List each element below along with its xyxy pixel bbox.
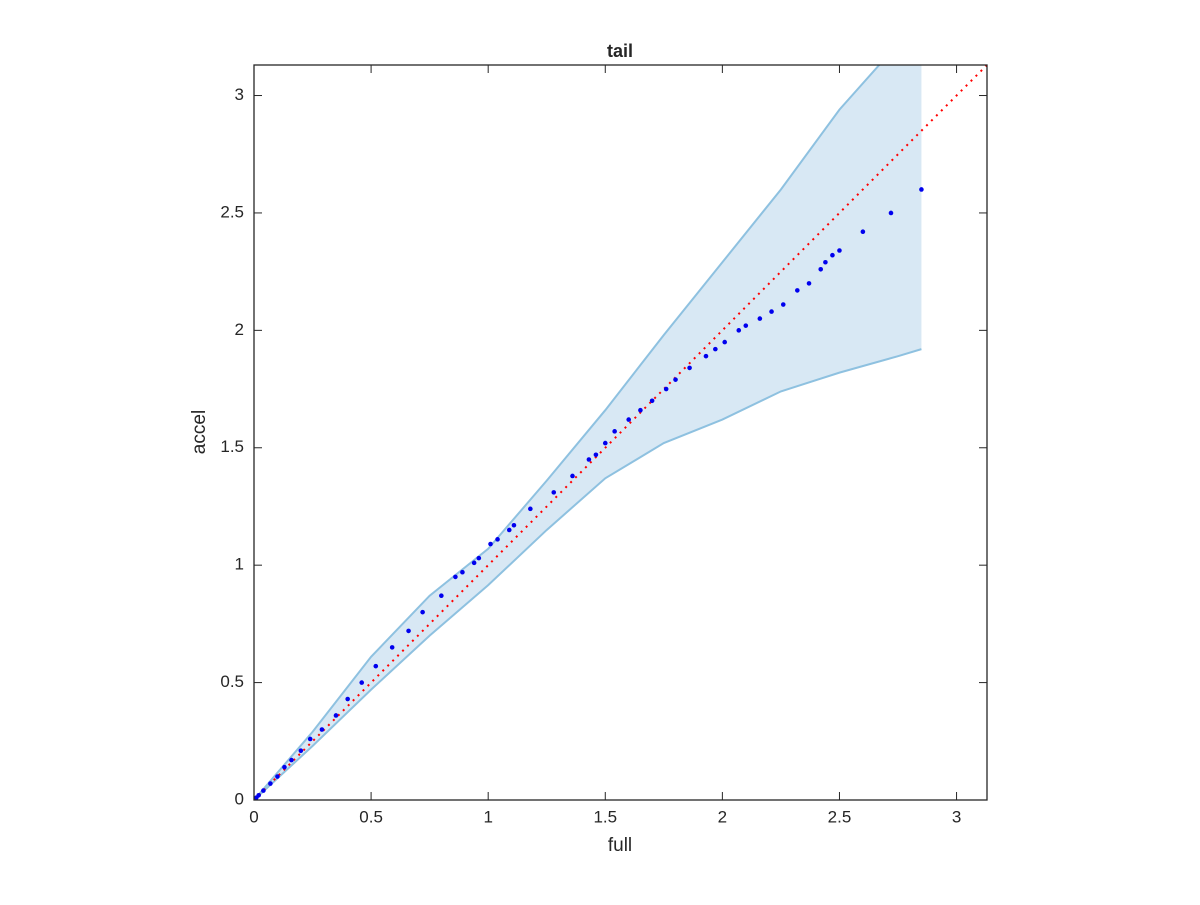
- point: [420, 609, 425, 615]
- point: [511, 522, 517, 528]
- point: [703, 353, 709, 359]
- point: [780, 302, 786, 307]
- point: [769, 309, 774, 314]
- point: [289, 757, 294, 763]
- plot-area: [254, 65, 987, 800]
- point: [551, 490, 557, 495]
- point: [345, 696, 350, 702]
- point: [282, 764, 287, 770]
- point: [406, 628, 411, 634]
- x-tick-label: 1: [483, 807, 492, 826]
- point: [823, 259, 828, 265]
- point: [722, 339, 728, 345]
- y-tick-label: 0: [235, 789, 244, 808]
- point: [663, 386, 669, 392]
- point: [268, 781, 273, 786]
- point: [389, 645, 395, 650]
- chart-title: tail: [607, 41, 633, 61]
- point: [649, 398, 655, 404]
- point: [736, 328, 742, 333]
- x-tick-label: 2: [718, 807, 727, 826]
- point: [837, 248, 842, 253]
- point: [919, 187, 924, 192]
- point: [261, 788, 266, 793]
- point: [373, 663, 379, 669]
- point: [298, 748, 304, 753]
- y-tick-label: 2: [235, 320, 244, 339]
- point: [602, 440, 608, 446]
- x-tick-label: 3: [952, 807, 961, 826]
- x-tick-label: 0: [249, 807, 258, 826]
- point: [307, 736, 313, 742]
- point: [319, 727, 325, 732]
- band-upper-edge: [254, 65, 881, 800]
- point: [488, 541, 493, 547]
- point: [495, 537, 500, 542]
- point: [795, 288, 800, 293]
- y-axis-label: accel: [189, 410, 210, 454]
- point: [528, 506, 533, 512]
- point: [612, 429, 617, 434]
- point: [638, 407, 643, 413]
- point: [506, 527, 512, 533]
- point: [888, 210, 894, 216]
- x-tick-label: 2.5: [828, 807, 852, 826]
- point: [743, 323, 749, 328]
- point: [254, 795, 259, 800]
- point: [818, 266, 824, 272]
- y-tick-label: 2.5: [220, 202, 244, 221]
- point: [757, 316, 763, 321]
- point: [806, 281, 812, 286]
- y-tick-label: 3: [235, 85, 244, 104]
- point: [359, 680, 365, 685]
- point: [471, 560, 477, 566]
- point: [275, 774, 280, 779]
- reference-line: [254, 65, 987, 800]
- axes-box: [253, 64, 988, 801]
- point: [713, 346, 718, 352]
- axes: 0 0.5 1 1.5 2 2.5 3 0 0.5 1 1.5 2 2.5 3: [220, 64, 988, 826]
- point: [439, 593, 444, 599]
- point: [570, 473, 575, 479]
- point: [593, 452, 599, 458]
- point: [673, 377, 678, 382]
- y-tick-label: 0.5: [220, 672, 244, 691]
- point: [687, 365, 692, 371]
- point: [453, 574, 458, 580]
- y-tick-label: 1: [235, 555, 244, 574]
- y-tick-label: 1.5: [220, 437, 244, 456]
- point: [626, 417, 631, 422]
- point: [333, 713, 339, 718]
- x-tick-label: 1.5: [593, 807, 617, 826]
- point: [460, 569, 465, 575]
- band-lower-edge: [254, 348, 922, 800]
- x-axis-label: full: [608, 835, 632, 856]
- point: [830, 252, 835, 258]
- point: [860, 229, 866, 235]
- point: [476, 555, 482, 561]
- x-tick-label: 0.5: [359, 807, 383, 826]
- point: [586, 457, 592, 462]
